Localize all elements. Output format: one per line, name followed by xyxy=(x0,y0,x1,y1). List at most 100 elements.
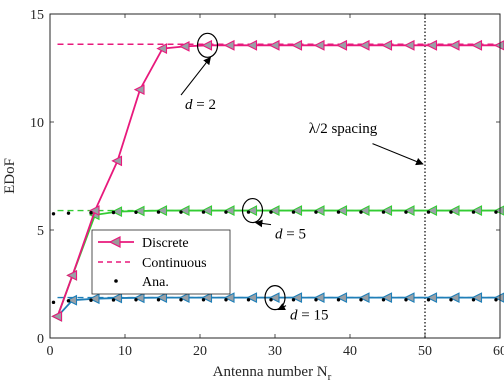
y-tick-label: 10 xyxy=(30,116,44,131)
series-marker-d15 xyxy=(156,292,168,303)
series-marker-d2 xyxy=(246,39,258,51)
spacing-arrow xyxy=(372,143,424,166)
ana-point-d5 xyxy=(336,210,341,214)
series-marker-d2 xyxy=(201,39,213,51)
series-marker-d15 xyxy=(66,294,78,306)
ana-point-d15 xyxy=(494,298,498,302)
ana-point-d15 xyxy=(156,298,161,302)
series-marker-d5 xyxy=(336,205,348,216)
series-marker-d5 xyxy=(471,205,483,216)
x-tick-label: 40 xyxy=(343,344,357,359)
series-marker-d15 xyxy=(336,292,348,303)
annotation-arrow xyxy=(277,303,287,311)
ana-point-d5 xyxy=(134,210,138,214)
series-marker-d2 xyxy=(268,39,280,51)
y-axis-label: EDoF xyxy=(2,158,18,194)
annotation-label-value: = 15 xyxy=(298,308,329,324)
ana-point-d15 xyxy=(449,298,453,302)
series-marker-d5 xyxy=(313,205,325,216)
ana-point-d15 xyxy=(426,298,431,302)
annotation-label-var: d xyxy=(275,227,283,243)
ana-point-d5 xyxy=(471,210,476,214)
series-marker-d15 xyxy=(381,292,393,303)
series-marker-d5 xyxy=(201,205,213,216)
y-tick-label: 0 xyxy=(37,332,44,347)
series-marker-d2 xyxy=(313,39,325,51)
y-tick-label: 5 xyxy=(37,224,44,239)
ana-point-d5 xyxy=(269,210,273,214)
annotation-arrow xyxy=(180,56,211,96)
ana-point-d15 xyxy=(404,298,408,302)
ana-point-d15 xyxy=(471,298,476,302)
series-marker-d2 xyxy=(381,39,393,51)
ana-point-d15 xyxy=(246,298,251,302)
ana-point-d5 xyxy=(291,210,296,214)
ana-point-d15 xyxy=(179,298,183,302)
series-marker-d2 xyxy=(448,39,460,51)
series-marker-d15 xyxy=(403,292,415,303)
series-marker-d2 xyxy=(223,39,235,51)
x-axis-label: Antenna number Nr xyxy=(213,364,332,383)
plot-marks xyxy=(51,14,504,338)
series-marker-d5 xyxy=(291,205,303,216)
annotation-ellipse xyxy=(241,197,264,224)
ana-point-d5 xyxy=(156,210,161,214)
y-tick-label: 15 xyxy=(30,8,44,23)
x-tick-label: 10 xyxy=(118,344,132,359)
ana-point-d5 xyxy=(246,210,251,214)
annotation-label-value: = 5 xyxy=(283,227,306,243)
x-tick-label: 20 xyxy=(193,344,207,359)
annotation-label-var: d xyxy=(185,97,193,113)
legend-entry-continuous: Continuous xyxy=(98,256,207,271)
series-marker-d5 xyxy=(178,205,190,216)
annotation-label-value: = 2 xyxy=(193,97,216,113)
axis-ticks: 0 10 20 30 40 50 60 0 5 10 15 xyxy=(30,8,504,359)
series-marker-d15 xyxy=(471,292,483,303)
annotation-label-var: d xyxy=(290,308,298,324)
series-marker-d2 xyxy=(471,39,483,51)
series-marker-d2 xyxy=(66,269,78,281)
series-marker-d2 xyxy=(336,39,348,51)
series-marker-d5 xyxy=(426,205,438,216)
series-marker-d15 xyxy=(291,292,303,303)
series-marker-d15 xyxy=(268,292,280,303)
ana-point-d15 xyxy=(134,298,138,302)
series-marker-d5 xyxy=(246,205,258,216)
annotation-label: d = 2 xyxy=(185,97,216,113)
ana-point-d15 xyxy=(201,298,206,302)
x-axis-label-main: Antenna number N xyxy=(213,364,328,380)
ana-point-d15 xyxy=(336,298,341,302)
ana-point-d5 xyxy=(404,210,408,214)
legend-entry-ana: Ana. xyxy=(114,275,169,290)
ana-point-d5 xyxy=(179,210,183,214)
ana-point-d5 xyxy=(89,211,93,215)
series-marker-d5 xyxy=(268,205,280,216)
series-marker-d5 xyxy=(111,206,123,218)
x-tick-label: 50 xyxy=(418,344,432,359)
series-marker-d5 xyxy=(381,205,393,216)
series-marker-d5 xyxy=(403,205,415,216)
annotation-arrow xyxy=(254,219,272,228)
annotations: d = 2d = 5d = 15λ/2 spacing xyxy=(180,32,424,324)
ana-point-d5 xyxy=(201,210,206,214)
ana-point-d15 xyxy=(66,299,71,303)
series-marker-d15 xyxy=(88,293,100,305)
x-tick-label: 60 xyxy=(493,344,504,359)
series-marker-d5 xyxy=(156,205,168,216)
legend-label-discrete: Discrete xyxy=(142,236,189,251)
legend: Discrete Continuous Ana. xyxy=(91,229,231,295)
ana-point-d5 xyxy=(51,212,56,216)
ana-point-d5 xyxy=(449,210,453,214)
series-marker-d5 xyxy=(223,205,235,216)
ana-point-d5 xyxy=(359,210,363,214)
series-marker-d5 xyxy=(448,205,460,216)
legend-entry-discrete: Discrete xyxy=(98,236,189,251)
x-tick-label: 30 xyxy=(268,344,282,359)
spacing-label: λ/2 spacing xyxy=(309,121,378,137)
ana-point-d5 xyxy=(494,210,498,214)
ana-point-d5 xyxy=(426,210,431,214)
x-axis-label-subscript: r xyxy=(328,371,332,383)
x-tick-label: 0 xyxy=(47,344,54,359)
legend-label-ana: Ana. xyxy=(142,275,169,290)
